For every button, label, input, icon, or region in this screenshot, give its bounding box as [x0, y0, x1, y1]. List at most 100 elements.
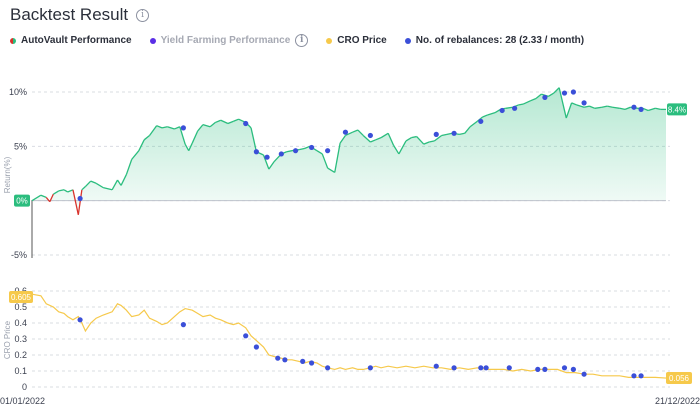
- rebalance-point: [278, 151, 284, 157]
- return-segment: [583, 105, 590, 108]
- rebalance-point: [180, 125, 186, 131]
- return-segment: [648, 107, 656, 112]
- legend-autovault-label: AutoVault Performance: [21, 35, 132, 46]
- rebalance-point: [253, 149, 259, 155]
- legend: AutoVault Performance Yield Farming Perf…: [10, 34, 584, 47]
- return-segment: [125, 159, 133, 175]
- rebalance-point: [561, 90, 568, 96]
- rebalance-point: [282, 357, 288, 363]
- y-axis-label: Return(%): [3, 156, 12, 193]
- rebalance-point: [561, 365, 568, 371]
- return-segment: [505, 106, 513, 109]
- info-icon[interactable]: i: [136, 8, 150, 22]
- yield-dot-icon: [149, 37, 156, 44]
- return-segment: [184, 143, 190, 151]
- rebalance-point: [631, 104, 637, 110]
- rebalance-point: [451, 365, 457, 371]
- return-segment: [530, 97, 537, 102]
- return-segment: [77, 189, 83, 215]
- rebalance-point: [506, 365, 512, 371]
- return-segment: [90, 180, 97, 184]
- return-segment: [84, 180, 92, 187]
- rebalance-point: [325, 148, 331, 154]
- return-segment: [612, 106, 620, 109]
- rebalance-point: [309, 360, 315, 366]
- return-segment: [167, 126, 175, 130]
- return-segment: [523, 100, 531, 105]
- return-segment: [72, 189, 79, 215]
- rebalance-point: [542, 366, 548, 372]
- rebalance-point: [264, 154, 270, 160]
- return-segment: [67, 189, 74, 193]
- return-segment: [202, 123, 211, 128]
- rebalance-point: [451, 130, 457, 136]
- y-tick-label: 5%: [14, 141, 27, 151]
- return-segment: [352, 129, 359, 133]
- return-segment: [179, 126, 186, 145]
- return-segment: [446, 132, 453, 136]
- return-segment: [304, 145, 311, 150]
- return-segment: [197, 124, 204, 132]
- rebalance-point: [77, 195, 83, 202]
- return-segment: [103, 186, 113, 191]
- start-price-label: 0.605: [11, 293, 32, 302]
- return-segment: [116, 179, 122, 186]
- return-segment: [345, 131, 353, 137]
- return-segment: [553, 87, 560, 94]
- return-segment: [441, 133, 448, 137]
- return-segment: [316, 150, 323, 155]
- return-segment: [434, 134, 443, 142]
- rebalance-point: [478, 118, 484, 124]
- return-segment: [268, 161, 275, 170]
- return-segment: [120, 174, 127, 186]
- title-row: Backtest Result i: [10, 4, 150, 26]
- return-segment: [262, 154, 270, 170]
- rebalance-point: [243, 333, 249, 339]
- return-segment: [45, 196, 51, 203]
- x-end-label: 21/12/2022: [655, 396, 700, 406]
- rebalance-point: [499, 107, 505, 114]
- rebalance-point: [581, 371, 587, 377]
- return-segment: [518, 103, 524, 106]
- info-icon[interactable]: i: [295, 34, 309, 47]
- return-segment: [558, 87, 567, 119]
- return-segment: [357, 129, 364, 136]
- return-segment: [594, 106, 602, 109]
- rebalance-point: [367, 365, 373, 371]
- y-tick-label: 0.5: [14, 302, 27, 312]
- legend-cro[interactable]: CRO Price: [326, 35, 387, 46]
- rebalance-point: [581, 100, 587, 106]
- legend-autovault[interactable]: AutoVault Performance: [10, 35, 132, 46]
- rebalance-point: [77, 317, 83, 323]
- legend-yield[interactable]: Yield Farming Performance i: [149, 34, 309, 47]
- return-segment: [286, 150, 293, 153]
- return-segment: [215, 119, 222, 124]
- rebalance-point: [478, 365, 484, 371]
- return-segment: [565, 102, 573, 119]
- rebalance-point: [367, 132, 373, 139]
- x-start-label: 01/01/2022: [0, 396, 45, 406]
- cro-dot-icon: [326, 37, 333, 44]
- y-tick-label: 0: [22, 382, 27, 392]
- return-segment: [220, 119, 229, 125]
- rebalance-point: [483, 365, 489, 371]
- return-segment: [392, 144, 400, 155]
- rebalance-point: [253, 344, 259, 350]
- rebalance-point: [292, 148, 299, 154]
- return-segment: [209, 121, 216, 128]
- rebalance-point: [180, 322, 186, 328]
- return-segment: [327, 167, 336, 173]
- rebalance-point: [243, 120, 249, 127]
- legend-rebalances-label: No. of rebalances: 28 (2.33 / month): [415, 35, 585, 46]
- rebalance-point: [300, 358, 306, 364]
- legend-cro-label: CRO Price: [337, 35, 387, 46]
- rebalance-point: [638, 106, 644, 112]
- return-segment: [576, 104, 585, 108]
- rebalance-dot-icon: [404, 37, 411, 44]
- rebalance-point: [570, 366, 576, 372]
- return-segment: [53, 190, 60, 195]
- return-segment: [40, 194, 47, 199]
- rebalance-point: [512, 105, 518, 111]
- return-segment: [494, 108, 501, 114]
